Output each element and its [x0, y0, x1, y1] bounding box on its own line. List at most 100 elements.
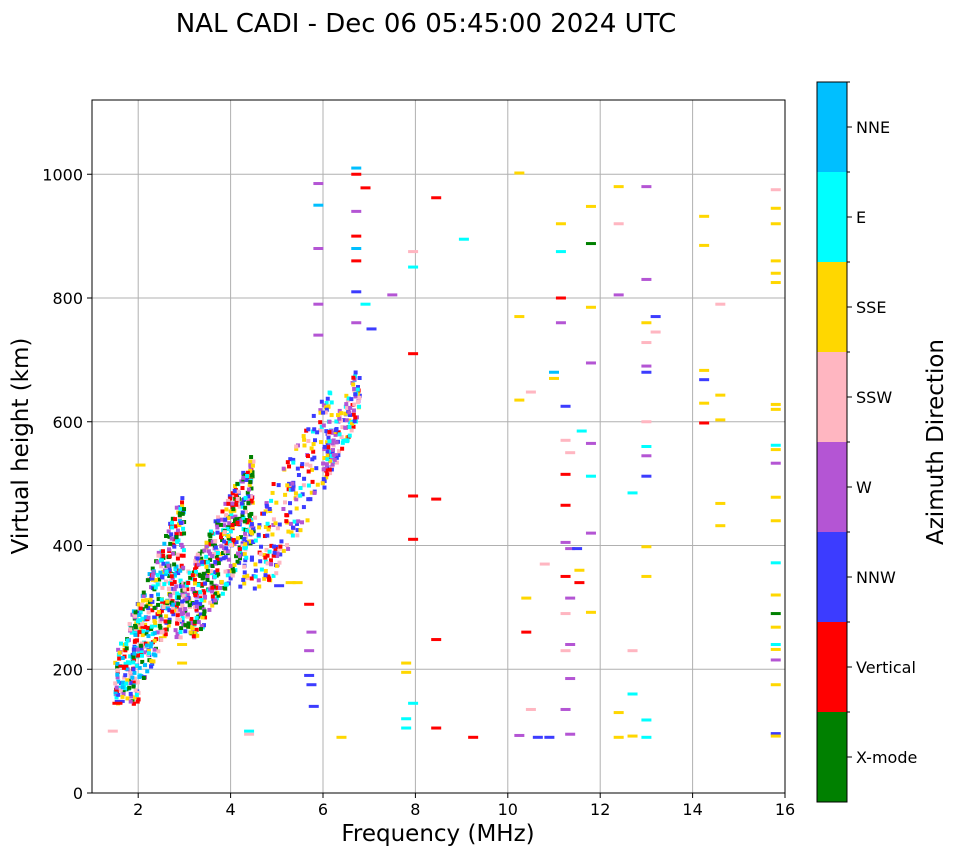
echo-point	[325, 457, 330, 462]
echo-point	[241, 475, 246, 480]
echo-point	[241, 577, 246, 582]
echo-point	[129, 630, 134, 635]
echo-point	[327, 439, 332, 444]
echo-point	[227, 521, 232, 526]
echo-point	[133, 610, 138, 615]
echo-point	[241, 515, 246, 520]
echo-point	[221, 550, 226, 555]
echo-point	[321, 467, 326, 472]
echo-point	[125, 678, 130, 683]
echo-point	[641, 474, 652, 478]
echo-point	[231, 507, 236, 512]
echo-point	[306, 427, 311, 432]
echo-point	[193, 619, 198, 624]
echo-point	[560, 574, 571, 578]
echo-point	[201, 623, 206, 628]
echo-point	[170, 551, 175, 556]
echo-point	[235, 559, 240, 564]
echo-point	[167, 574, 172, 579]
echo-point	[208, 600, 213, 605]
echo-point	[192, 602, 197, 607]
echo-point	[141, 629, 146, 634]
echo-point	[156, 550, 161, 555]
echo-point	[387, 293, 398, 297]
echo-point	[408, 494, 419, 498]
echo-point	[170, 520, 175, 525]
echo-point	[324, 475, 329, 480]
echo-point	[257, 523, 262, 528]
echo-point	[224, 541, 229, 546]
echo-point	[166, 563, 171, 568]
echo-point	[324, 407, 329, 412]
echo-point	[348, 412, 353, 417]
echo-point	[192, 577, 197, 582]
echo-point	[240, 510, 245, 515]
echo-point	[514, 733, 525, 737]
echo-point	[144, 604, 149, 609]
echo-point	[310, 429, 315, 434]
echo-point	[184, 583, 189, 588]
echo-point	[344, 418, 349, 423]
echo-point	[167, 554, 172, 559]
echo-point	[302, 476, 307, 481]
echo-point	[141, 675, 146, 680]
echo-point	[160, 575, 165, 580]
echo-point	[172, 544, 177, 549]
echo-point	[336, 735, 347, 739]
echo-point	[115, 661, 120, 666]
echo-point	[107, 729, 118, 733]
echo-point	[232, 542, 237, 547]
echo-point	[245, 573, 250, 578]
echo-point	[226, 536, 231, 541]
echo-point	[298, 485, 303, 490]
echo-point	[299, 464, 304, 469]
echo-point	[244, 555, 249, 560]
echo-point	[188, 575, 193, 580]
echo-point	[177, 523, 182, 528]
echo-point	[245, 490, 250, 495]
echo-point	[565, 547, 576, 551]
echo-point	[223, 501, 228, 506]
echo-point	[351, 234, 362, 238]
echo-point	[198, 601, 203, 606]
echo-point	[178, 578, 183, 583]
echo-point	[220, 509, 225, 514]
echo-point	[224, 546, 229, 551]
echo-point	[156, 553, 161, 558]
echo-point	[258, 552, 263, 557]
echo-point	[339, 411, 344, 416]
echo-point	[143, 650, 148, 655]
echo-point	[230, 566, 235, 571]
colorbar-swatch	[817, 172, 847, 262]
echo-point	[123, 686, 128, 691]
echo-point	[210, 554, 215, 559]
echo-point	[194, 569, 199, 574]
echo-point	[240, 543, 245, 548]
echo-point	[222, 546, 227, 551]
echo-point	[204, 554, 209, 559]
echo-point	[294, 521, 299, 526]
echo-point	[146, 634, 151, 639]
y-axis-label: Virtual height (km)	[8, 338, 34, 555]
echo-point	[243, 542, 248, 547]
echo-point	[193, 633, 198, 638]
echo-point	[627, 692, 638, 696]
echo-point	[199, 556, 204, 561]
echo-point	[232, 562, 237, 567]
echo-point	[128, 627, 133, 632]
echo-point	[230, 573, 235, 578]
echo-point	[401, 726, 412, 730]
echo-point	[357, 376, 362, 381]
echo-point	[155, 582, 160, 587]
echo-point	[339, 435, 344, 440]
echo-point	[135, 680, 140, 685]
echo-point	[269, 562, 274, 567]
echo-point	[262, 553, 267, 558]
echo-point	[322, 485, 327, 490]
echo-point	[174, 584, 179, 589]
echo-point	[161, 555, 166, 560]
echo-point	[178, 521, 183, 526]
echo-point	[715, 418, 726, 422]
echo-point	[181, 548, 186, 553]
echo-point	[193, 567, 198, 572]
